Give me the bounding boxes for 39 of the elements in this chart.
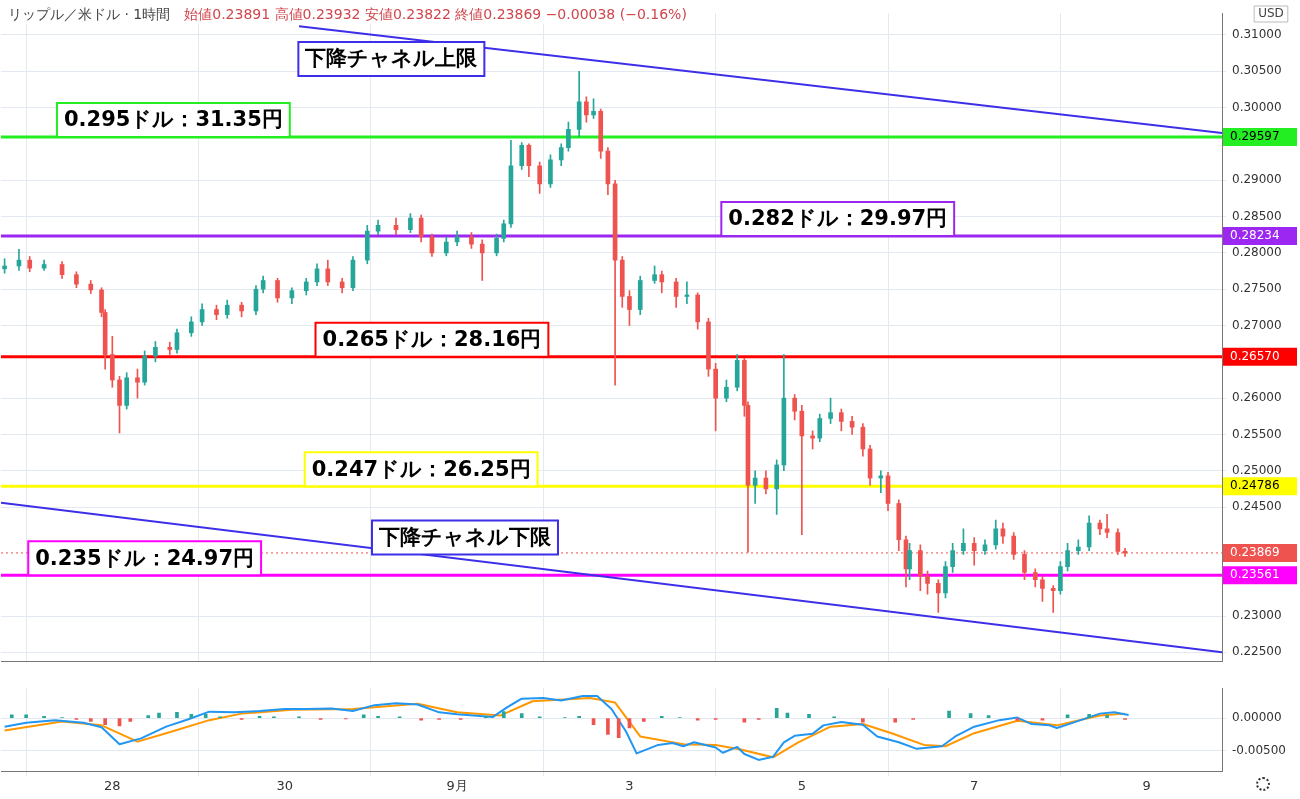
y-tick-label: 0.25000: [1232, 462, 1282, 477]
ref-line-label: 0.23869: [1230, 545, 1280, 560]
annotation: 0.295ドル：31.35円: [63, 107, 283, 132]
series-label: 下降チャネル下限: [377, 525, 552, 550]
annotation: 0.265ドル：28.16円: [322, 327, 542, 352]
series-label: 下降チャネル上限: [304, 46, 479, 71]
x-tick-label: 3: [625, 778, 634, 794]
y-tick-label: 0.28500: [1232, 208, 1282, 223]
y-tick-label: 0.24500: [1232, 499, 1282, 514]
text: USD: [1258, 6, 1284, 21]
x-tick-label: 28: [104, 778, 121, 794]
x-tick-label: 5: [797, 778, 806, 794]
y-tick-label: 0.25500: [1232, 426, 1282, 441]
chart-title: リップル／米ドル · 1時間: [8, 6, 171, 22]
y-tick-label: 0.26000: [1232, 390, 1282, 405]
x-tick-label: 9月: [446, 778, 468, 794]
y-tick-label: 0.30000: [1232, 99, 1282, 114]
y-tick-label: -0.00500: [1232, 742, 1286, 757]
ref-line-label: 0.28234: [1230, 228, 1280, 243]
y-tick-label: 0.27000: [1232, 317, 1282, 332]
x-tick-label: 9: [1142, 778, 1151, 794]
ref-line-label: 0.24786: [1230, 478, 1280, 493]
y-tick-label: 0.29000: [1232, 172, 1282, 187]
y-tick-label: 0.22500: [1232, 644, 1282, 659]
y-tick-label: 0.31000: [1232, 27, 1282, 42]
y-tick-label: 0.30500: [1232, 63, 1282, 78]
y-tick-label: 0.27500: [1232, 281, 1282, 296]
annotation: 0.282ドル：29.97円: [728, 206, 948, 231]
ref-line-label: 0.26570: [1230, 348, 1280, 363]
x-tick-label: 30: [276, 778, 293, 794]
y-tick-label: 0.23000: [1232, 608, 1282, 623]
chart-subtitle: 始値0.23891 高値0.23932 安値0.23822 終値0.23869 −0.00038 (−0.16%): [184, 6, 687, 22]
x-tick-label: 7: [970, 778, 979, 794]
y-tick-label: 0.00000: [1232, 710, 1282, 725]
annotation: 0.235ドル：24.97円: [35, 545, 255, 570]
ref-line-label: 0.29597: [1230, 129, 1280, 144]
y-tick-label: 0.28000: [1232, 245, 1282, 260]
annotation: 0.247ドル：26.25円: [311, 456, 531, 481]
ref-line-label: 0.23561: [1230, 567, 1280, 582]
